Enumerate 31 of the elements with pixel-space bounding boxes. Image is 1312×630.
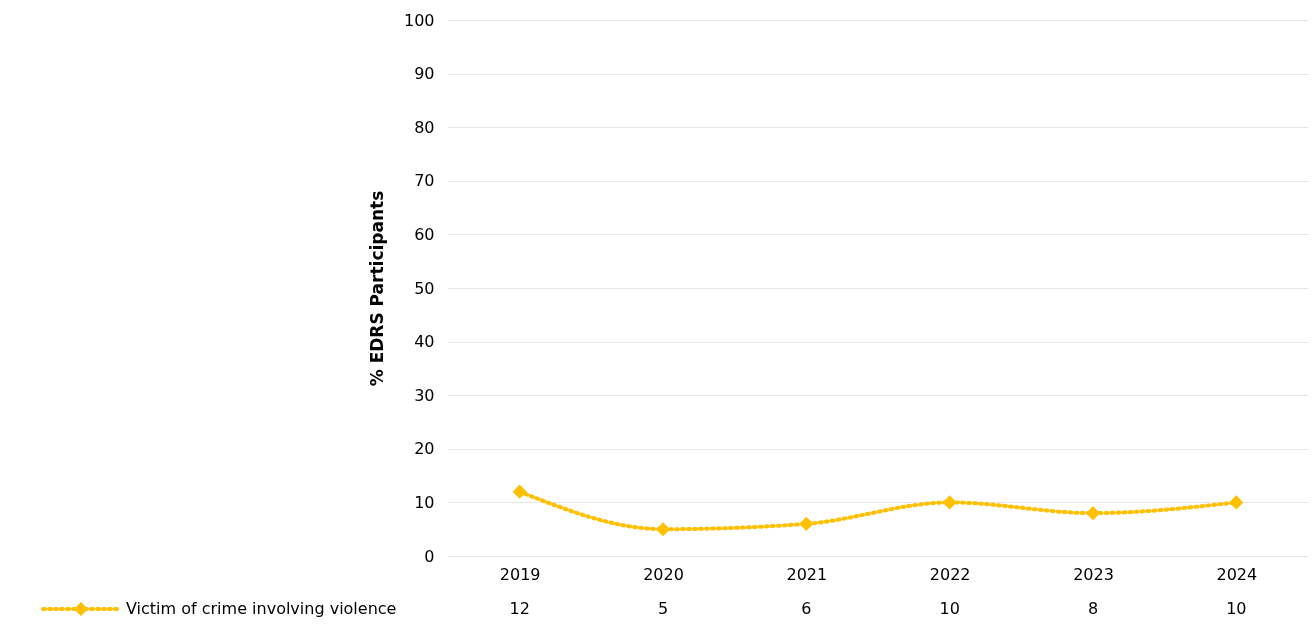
data-label: 10 xyxy=(939,599,960,618)
y-axis-title: % EDRS Participants xyxy=(366,190,387,387)
point xyxy=(1229,495,1244,510)
x-tick-label: 2021 xyxy=(786,564,828,584)
x-tick-label: 2019 xyxy=(499,564,541,584)
point xyxy=(655,522,671,537)
y-tick-label: 90 xyxy=(414,64,435,84)
y-tick-label: 80 xyxy=(414,117,435,137)
x-tick-label: 2023 xyxy=(1073,564,1114,584)
point xyxy=(1085,506,1101,521)
x-tick-label: 2022 xyxy=(929,564,971,584)
y-tick-label: 100 xyxy=(403,10,435,30)
x-tick-label: 2024 xyxy=(1216,564,1258,584)
data-label: 6 xyxy=(801,599,812,618)
point xyxy=(942,495,957,510)
point xyxy=(512,484,527,499)
y-tick-label: 50 xyxy=(414,278,435,298)
data-label: 10 xyxy=(1226,599,1247,618)
y-tick-label: 30 xyxy=(414,385,435,405)
data-label: 5 xyxy=(657,599,669,618)
y-tick-label: 10 xyxy=(414,492,435,512)
y-tick-label: 70 xyxy=(414,171,435,191)
y-tick-label: 0 xyxy=(424,546,435,566)
data-label: 12 xyxy=(509,599,530,618)
data-label: 8 xyxy=(1087,599,1099,618)
y-tick-label: 40 xyxy=(414,332,435,352)
y-tick-label: 60 xyxy=(414,224,435,244)
point xyxy=(799,516,814,531)
legend-label: Victim of crime involving violence xyxy=(126,599,397,618)
y-tick-label: 20 xyxy=(414,439,435,459)
x-tick-label: 2020 xyxy=(643,564,684,584)
